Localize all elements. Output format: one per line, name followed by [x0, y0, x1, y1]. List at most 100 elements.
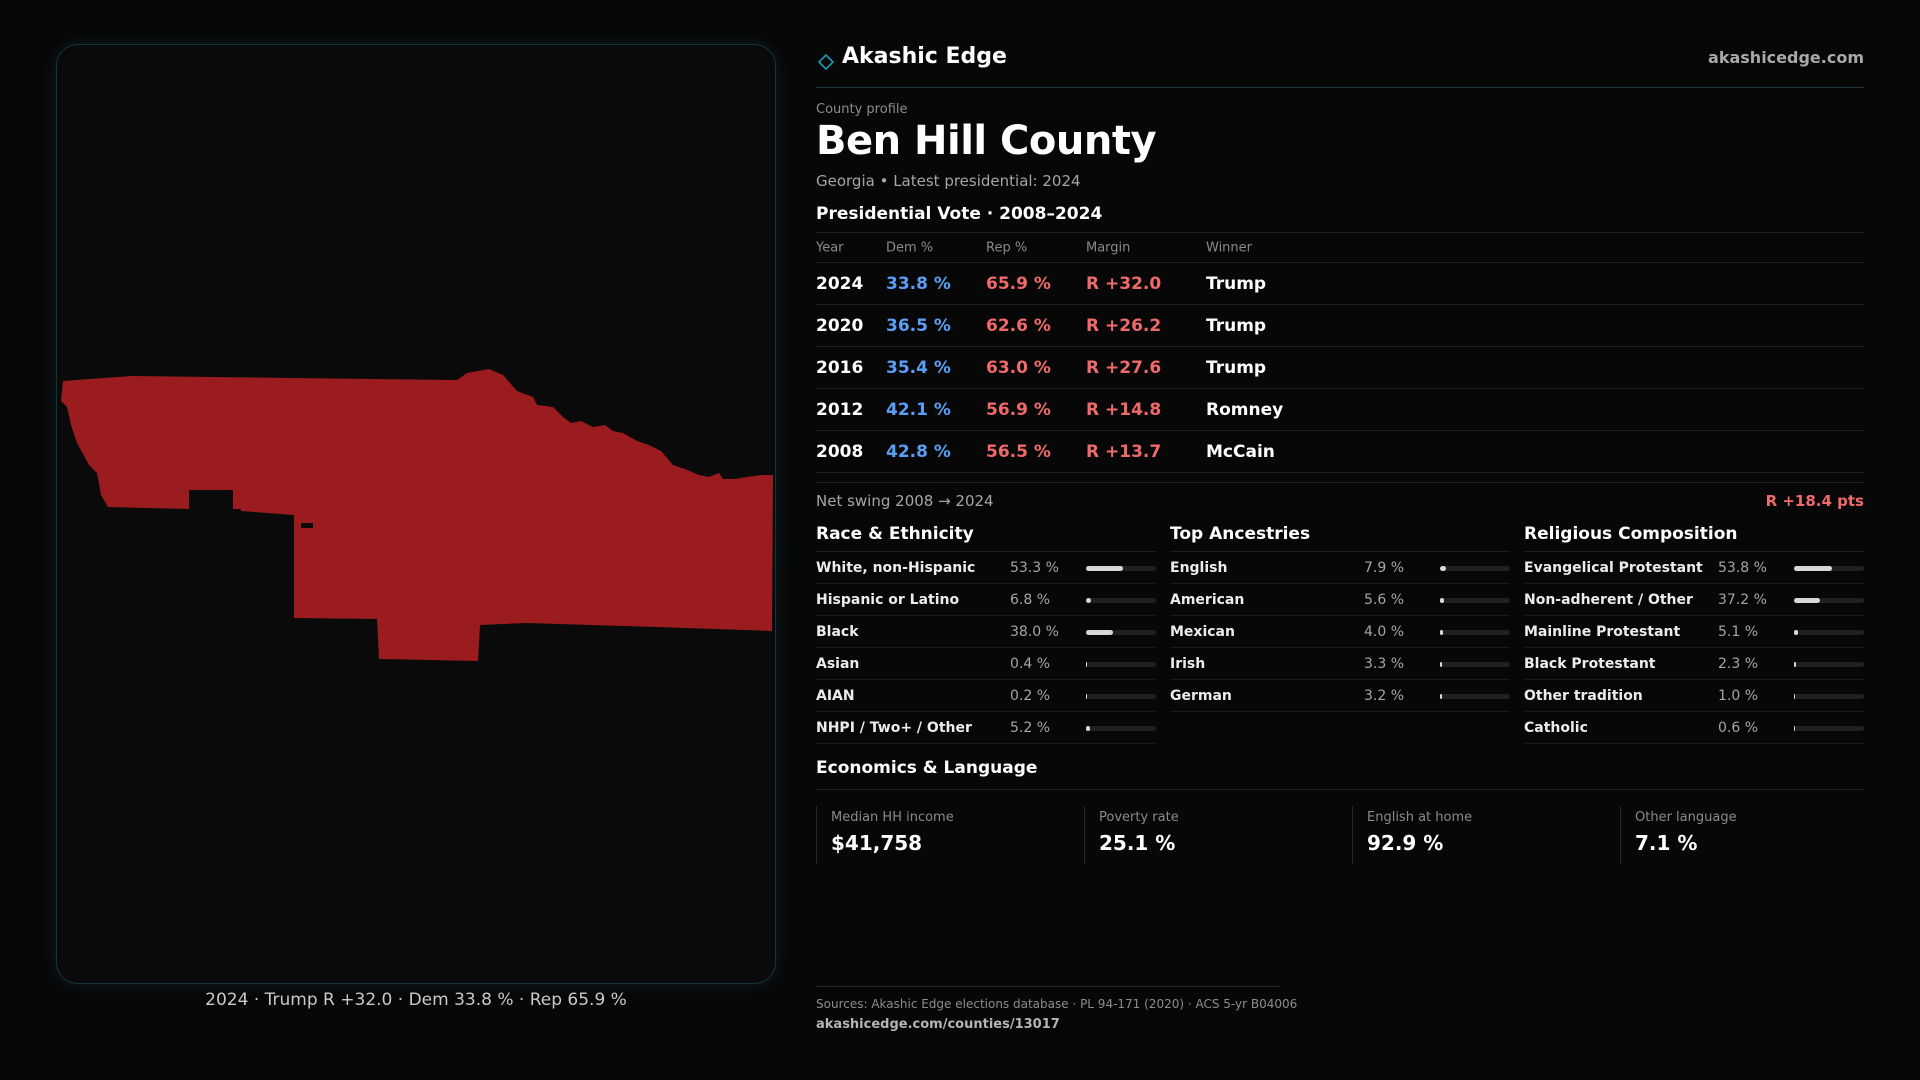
item-label: German	[1170, 688, 1232, 704]
bar-track	[1794, 662, 1864, 667]
bar-fill	[1440, 566, 1446, 571]
page-eyebrow: County profile	[816, 102, 908, 117]
item-value: 3.2 %	[1364, 688, 1405, 704]
stat-label: Other language	[1635, 810, 1737, 825]
table-row: 2020 36.5 % 62.6 % R +26.2 Trump	[816, 305, 1864, 347]
header: Akashic Edge akashicedge.com	[816, 44, 1864, 88]
ancestry-table: Top Ancestries English 7.9 % American 5.…	[1170, 522, 1510, 712]
bar-track	[1440, 598, 1510, 603]
row-dem: 35.4 %	[886, 357, 951, 378]
bar-fill	[1086, 694, 1087, 699]
bar-track	[1086, 566, 1156, 571]
header-dem: Dem %	[886, 240, 934, 255]
ancestry-title: Top Ancestries	[1170, 522, 1510, 552]
bar-fill	[1440, 630, 1443, 635]
row-year: 2016	[816, 357, 864, 378]
item-value: 0.6 %	[1718, 720, 1759, 736]
item-value: 2.3 %	[1718, 656, 1759, 672]
bar-track	[1440, 566, 1510, 571]
list-item: American 5.6 %	[1170, 584, 1510, 616]
row-year: 2008	[816, 441, 864, 462]
row-rep: 62.6 %	[986, 315, 1051, 336]
item-label: Hispanic or Latino	[816, 592, 960, 608]
table-row: 2024 33.8 % 65.9 % R +32.0 Trump	[816, 263, 1864, 305]
list-item: Asian 0.4 %	[816, 648, 1156, 680]
list-item: AIAN 0.2 %	[816, 680, 1156, 712]
item-value: 37.2 %	[1718, 592, 1767, 608]
header-year: Year	[816, 240, 844, 255]
bar-track	[1440, 630, 1510, 635]
stat-card: Poverty rate 25.1 %	[1084, 806, 1346, 864]
header-rep: Rep %	[986, 240, 1028, 255]
footer-link[interactable]: akashicedge.com/counties/13017	[816, 1017, 1060, 1032]
list-item: English 7.9 %	[1170, 552, 1510, 584]
bar-fill	[1086, 566, 1124, 571]
diamond-icon	[818, 54, 834, 70]
list-item: Hispanic or Latino 6.8 %	[816, 584, 1156, 616]
row-rep: 56.5 %	[986, 441, 1051, 462]
item-label: NHPI / Two+ / Other	[816, 720, 972, 736]
list-item: Mainline Protestant 5.1 %	[1524, 616, 1864, 648]
item-value: 5.1 %	[1718, 624, 1759, 640]
item-value: 0.4 %	[1010, 656, 1051, 672]
presidential-vote-table: Year Dem % Rep % Margin Winner 2024 33.8…	[816, 232, 1864, 473]
net-swing: Net swing 2008 → 2024 R +18.4 pts	[816, 482, 1864, 518]
table-row: 2016 35.4 % 63.0 % R +27.6 Trump	[816, 347, 1864, 389]
religion-table: Religious Composition Evangelical Protes…	[1524, 522, 1864, 744]
row-dem: 33.8 %	[886, 273, 951, 294]
table-header: Year Dem % Rep % Margin Winner	[816, 233, 1864, 263]
stat-value: 25.1 %	[1099, 831, 1176, 855]
map-caption: 2024 · Trump R +32.0 · Dem 33.8 % · Rep …	[205, 990, 627, 1010]
item-label: Non-adherent / Other	[1524, 592, 1693, 608]
item-label: Evangelical Protestant	[1524, 560, 1703, 576]
footer: Sources: Akashic Edge elections database…	[816, 986, 1297, 1032]
row-year: 2012	[816, 399, 864, 420]
stat-card: Other language 7.1 %	[1620, 806, 1882, 864]
item-label: Catholic	[1524, 720, 1588, 736]
row-dem: 42.8 %	[886, 441, 951, 462]
row-year: 2020	[816, 315, 864, 336]
bar-track	[1086, 694, 1156, 699]
row-year: 2024	[816, 273, 864, 294]
row-margin: R +27.6	[1086, 357, 1162, 378]
net-swing-label: Net swing 2008 → 2024	[816, 492, 994, 510]
stat-value: $41,758	[831, 831, 923, 855]
item-label: Mainline Protestant	[1524, 624, 1681, 640]
row-winner: McCain	[1206, 441, 1275, 462]
brand-name: Akashic Edge	[842, 44, 1007, 69]
bar-fill	[1440, 662, 1443, 667]
row-margin: R +13.7	[1086, 441, 1162, 462]
bar-fill	[1794, 726, 1795, 731]
stat-card: Median HH income $41,758	[816, 806, 1078, 864]
item-label: Irish	[1170, 656, 1206, 672]
item-value: 7.9 %	[1364, 560, 1405, 576]
item-value: 4.0 %	[1364, 624, 1405, 640]
row-rep: 63.0 %	[986, 357, 1051, 378]
row-dem: 36.5 %	[886, 315, 951, 336]
list-item: Evangelical Protestant 53.8 %	[1524, 552, 1864, 584]
county-map-panel	[56, 44, 776, 984]
bar-fill	[1794, 566, 1832, 571]
item-value: 5.2 %	[1010, 720, 1051, 736]
page-subtitle: Georgia • Latest presidential: 2024	[816, 172, 1081, 190]
list-item: Other tradition 1.0 %	[1524, 680, 1864, 712]
row-winner: Trump	[1206, 315, 1267, 336]
bar-track	[1794, 598, 1864, 603]
stat-card: English at home 92.9 %	[1352, 806, 1614, 864]
item-label: Mexican	[1170, 624, 1235, 640]
item-value: 53.8 %	[1718, 560, 1767, 576]
bar-track	[1794, 566, 1864, 571]
stat-value: 7.1 %	[1635, 831, 1698, 855]
item-label: American	[1170, 592, 1245, 608]
bar-track	[1794, 726, 1864, 731]
bar-track	[1086, 598, 1156, 603]
row-rep: 56.9 %	[986, 399, 1051, 420]
county-notch	[301, 523, 313, 528]
list-item: Black Protestant 2.3 %	[1524, 648, 1864, 680]
bar-fill	[1086, 630, 1113, 635]
row-winner: Romney	[1206, 399, 1284, 420]
row-margin: R +14.8	[1086, 399, 1162, 420]
row-margin: R +32.0	[1086, 273, 1162, 294]
brand-url[interactable]: akashicedge.com	[1708, 48, 1864, 67]
item-value: 0.2 %	[1010, 688, 1051, 704]
